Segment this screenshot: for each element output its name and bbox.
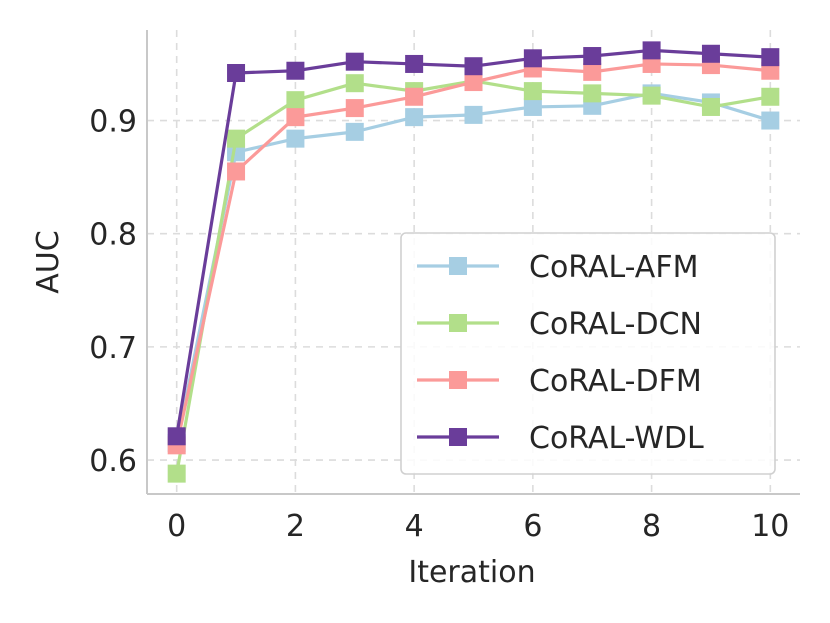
x-tick-label: 4 <box>405 509 424 544</box>
x-axis-label: Iteration <box>408 555 535 590</box>
x-tick-label: 2 <box>286 509 305 544</box>
y-tick-label: 0.7 <box>89 331 137 366</box>
data-point <box>761 87 780 106</box>
data-point <box>345 74 364 93</box>
data-point <box>405 87 424 106</box>
data-point <box>405 54 424 73</box>
data-point <box>286 91 305 110</box>
legend-marker <box>449 257 467 275</box>
data-point <box>642 41 661 60</box>
data-point <box>701 97 720 116</box>
data-point <box>583 62 602 81</box>
data-point <box>642 86 661 105</box>
series-coral-wdl <box>167 41 780 446</box>
legend-item: CoRAL-WDL <box>417 421 704 456</box>
legend-label: CoRAL-AFM <box>529 250 698 285</box>
data-point <box>345 52 364 71</box>
data-point <box>345 122 364 141</box>
legend-item: CoRAL-DFM <box>417 364 702 399</box>
y-tick-label: 0.6 <box>89 444 137 479</box>
x-tick-label: 10 <box>751 509 789 544</box>
data-point <box>227 129 246 148</box>
x-tick-label: 6 <box>523 509 542 544</box>
data-point <box>523 82 542 101</box>
series-layer <box>167 41 780 483</box>
legend-box <box>400 232 776 475</box>
legend-label: CoRAL-WDL <box>529 421 704 456</box>
data-point <box>464 105 483 124</box>
data-point <box>167 427 186 446</box>
legend-item: CoRAL-AFM <box>417 250 698 285</box>
data-point <box>642 54 661 73</box>
data-point <box>286 61 305 80</box>
y-axis-label: AUC <box>31 230 66 293</box>
data-point <box>523 49 542 68</box>
legend-marker <box>449 428 467 446</box>
legend-marker <box>449 314 467 332</box>
data-point <box>227 162 246 181</box>
legend-item: CoRAL-DCN <box>417 307 702 342</box>
data-point <box>761 61 780 80</box>
x-tick-label: 8 <box>642 509 661 544</box>
legend-marker <box>449 371 467 389</box>
x-tick-label: 0 <box>167 509 186 544</box>
data-point <box>523 97 542 116</box>
data-point <box>286 129 305 148</box>
data-point <box>345 99 364 118</box>
axes <box>146 30 800 495</box>
legend-label: CoRAL-DFM <box>529 364 702 399</box>
data-point <box>761 48 780 67</box>
data-point <box>286 108 305 127</box>
data-point <box>701 44 720 63</box>
data-point <box>583 47 602 66</box>
data-point <box>167 464 186 483</box>
legend-label: CoRAL-DCN <box>529 307 702 342</box>
data-point <box>583 84 602 103</box>
legend: CoRAL-AFM CoRAL-DCN CoRAL-DFM CoRAL-WDL <box>400 232 776 475</box>
data-point <box>227 64 246 83</box>
y-tick-label: 0.8 <box>89 218 137 253</box>
tick-labels: 0 2 4 6 8 10 0.6 0.7 0.8 0.9 <box>89 105 789 544</box>
data-point <box>405 108 424 127</box>
data-point <box>464 73 483 92</box>
y-tick-label: 0.9 <box>89 105 137 140</box>
data-point <box>761 111 780 130</box>
data-point <box>464 57 483 76</box>
